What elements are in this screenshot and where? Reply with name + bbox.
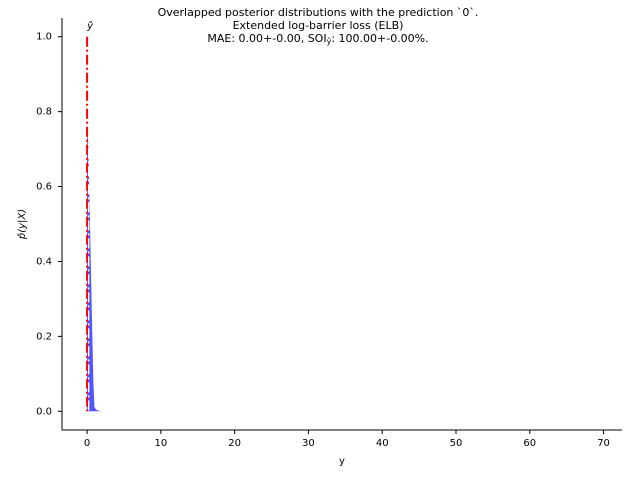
y-ticks: 0.0 0.2 0.4 0.6 0.8 1.0 [36, 32, 62, 417]
plot-area [86, 36, 102, 412]
y-tick-label: 0.4 [36, 256, 52, 267]
y-tick-label: 0.8 [36, 107, 52, 118]
x-tick-label: 50 [450, 438, 463, 449]
y-tick-label: 0.0 [36, 406, 52, 417]
title-line-2: Extended log-barrier loss (ELB) [232, 19, 404, 32]
x-tick-label: 0 [84, 438, 90, 449]
y-tick-label: 0.6 [36, 182, 52, 193]
x-tick-label: 40 [376, 438, 389, 449]
x-axis-label: y [339, 456, 345, 467]
title-line-3-part-1: MAE: 0.00+-0.00, SOI [207, 32, 327, 45]
title-line-3-part-2: : 100.00+-0.00%. [331, 32, 429, 45]
x-tick-label: 10 [154, 438, 167, 449]
prediction-label: ŷ [86, 20, 94, 32]
title-line-3: MAE: 0.00+-0.00, SOIŷ: 100.00+-0.00%. [0, 32, 636, 48]
title-subscript: ŷ [326, 37, 332, 46]
posterior-distribution-area [87, 130, 102, 412]
x-ticks: 0 10 20 30 40 50 60 70 [84, 430, 610, 449]
title-line-1: Overlapped posterior distributions with … [157, 6, 479, 19]
chart-title: Overlapped posterior distributions with … [0, 6, 636, 48]
x-tick-label: 60 [523, 438, 536, 449]
x-tick-label: 20 [228, 438, 241, 449]
y-axis-label: p̂(y|X) [16, 209, 28, 240]
x-tick-label: 30 [302, 438, 315, 449]
y-tick-label: 0.2 [36, 331, 52, 342]
x-tick-label: 70 [597, 438, 610, 449]
y-tick-label: 1.0 [36, 32, 52, 43]
